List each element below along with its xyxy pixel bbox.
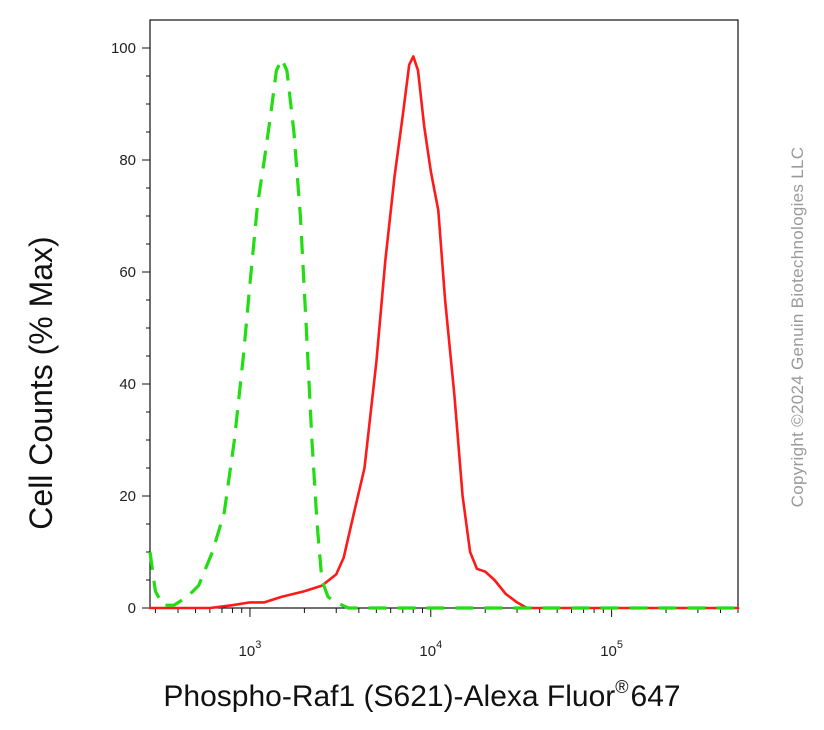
x-tick-label: 103 bbox=[239, 639, 262, 660]
y-tick-label: 40 bbox=[119, 376, 136, 393]
x-axis-label-registered: ® bbox=[615, 677, 628, 697]
y-axis: 0 20 40 60 80 100 bbox=[111, 40, 150, 617]
x-axis-label-main: Phospho-Raf1 (S621)-Alexa Fluor bbox=[163, 680, 615, 713]
series-line-red-solid bbox=[148, 55, 740, 610]
x-tick-label: 104 bbox=[419, 639, 442, 660]
y-tick-label: 20 bbox=[119, 488, 136, 505]
x-axis-label-suffix: 647 bbox=[631, 680, 681, 713]
y-tick-label: 60 bbox=[119, 264, 136, 281]
y-tick-label: 100 bbox=[111, 40, 136, 57]
x-axis-label: Phospho-Raf1 (S621)-Alexa Fluor®647 bbox=[163, 677, 680, 713]
x-axis: 103 104 105 bbox=[154, 608, 739, 660]
y-axis-label: Cell Counts (% Max) bbox=[23, 236, 59, 529]
plot-frame bbox=[149, 19, 739, 609]
x-tick-label: 105 bbox=[600, 639, 623, 660]
y-tick-label: 80 bbox=[119, 152, 136, 169]
series-line-green-dashed bbox=[148, 57, 738, 610]
copyright-watermark: Copyright ©2024 Genuin Biotechnologies L… bbox=[788, 147, 807, 508]
y-tick-label: 0 bbox=[128, 600, 136, 617]
series-layer bbox=[148, 55, 740, 610]
